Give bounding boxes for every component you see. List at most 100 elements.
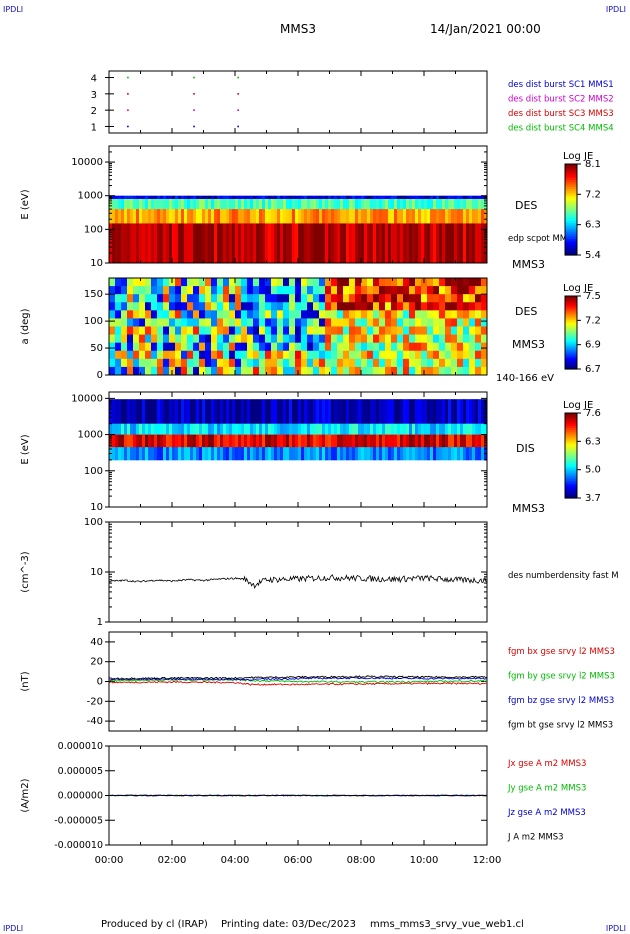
- y-axis-label: E (eV): [20, 434, 31, 464]
- pitch-angle-cell: [427, 358, 434, 368]
- spectrogram-cell: [220, 195, 224, 200]
- spectrogram-cell: [232, 423, 236, 435]
- pitch-angle-cell: [193, 286, 200, 295]
- y-tick-label: 10: [90, 502, 103, 513]
- spectrogram-cell: [364, 399, 368, 425]
- spectrogram-cell: [247, 434, 251, 448]
- pitch-angle-cell: [397, 350, 404, 360]
- spectrogram-cell: [325, 198, 329, 210]
- burst-marker: [237, 76, 239, 79]
- spectrogram-cell: [148, 447, 152, 461]
- pitch-angle-cell: [349, 302, 356, 311]
- spectrogram-cell: [346, 223, 350, 264]
- colorbar-tick-label: 8.1: [585, 159, 601, 170]
- spectrogram-cell: [211, 209, 215, 224]
- pitch-angle-cell: [163, 278, 170, 287]
- pitch-angle-cell: [403, 326, 410, 335]
- spectrogram-cell: [193, 223, 197, 264]
- spectrogram-cell: [139, 423, 143, 435]
- spectrogram-cell: [226, 223, 230, 264]
- pitch-angle-cell: [457, 310, 464, 319]
- pitch-angle-cell: [205, 334, 212, 344]
- spectrogram-cell: [433, 423, 437, 435]
- burst-marker: [193, 125, 195, 128]
- colorbar-segment: [565, 305, 577, 308]
- spectrogram-cell: [229, 423, 233, 435]
- pitch-angle-cell: [127, 350, 134, 360]
- spectrogram-cell: [235, 209, 239, 224]
- pitch-angle-cell: [265, 342, 272, 352]
- spectrogram-cell: [394, 209, 398, 224]
- pitch-angle-cell: [373, 366, 380, 376]
- spectrogram-cell: [409, 198, 413, 210]
- spectrogram-cell: [304, 223, 308, 264]
- pitch-angle-cell: [391, 342, 398, 352]
- spectrogram-cell: [373, 195, 377, 200]
- spectrogram-cell: [466, 423, 470, 435]
- spectrogram-cell: [418, 209, 422, 224]
- spectrogram-cell: [427, 223, 431, 264]
- colorbar-segment: [565, 191, 577, 195]
- pitch-angle-cell: [229, 326, 236, 335]
- pitch-angle-cell: [133, 350, 140, 360]
- spectrogram-cell: [304, 399, 308, 425]
- spectrogram-cell: [247, 423, 251, 435]
- spectrogram-cell: [313, 195, 317, 200]
- spectrogram-cell: [445, 423, 449, 435]
- spectrogram-cell: [220, 399, 224, 425]
- spectrogram-cell: [439, 198, 443, 210]
- spectrogram-cell: [463, 209, 467, 224]
- spectrogram-cell: [112, 447, 116, 461]
- pitch-angle-cell: [403, 294, 410, 303]
- pitch-angle-cell: [475, 334, 482, 344]
- spectrogram-cell: [232, 198, 236, 210]
- spectrogram-cell: [436, 209, 440, 224]
- colorbar-segment: [565, 314, 577, 317]
- spectrogram-cell: [154, 423, 158, 435]
- spectrogram-cell: [169, 399, 173, 425]
- pitch-angle-cell: [475, 278, 482, 287]
- colorbar-segment: [565, 173, 577, 176]
- pitch-angle-cell: [475, 318, 482, 327]
- spectrogram-cell: [298, 399, 302, 425]
- spectrogram-cell: [430, 423, 434, 435]
- pitch-angle-cell: [451, 350, 458, 360]
- spectrogram-cell: [253, 195, 257, 200]
- pitch-angle-cell: [157, 310, 164, 319]
- side-label-instrument: DES: [515, 305, 537, 318]
- pitch-angle-cell: [289, 334, 296, 344]
- spectrogram-cell: [205, 423, 209, 435]
- colorbar-segment: [565, 225, 577, 229]
- pitch-angle-cell: [307, 278, 314, 287]
- pitch-angle-cell: [109, 294, 116, 303]
- spectrogram-cell: [124, 209, 128, 224]
- spectrogram-cell: [181, 209, 185, 224]
- spectrogram-cell: [163, 447, 167, 461]
- spectrogram-cell: [355, 195, 359, 200]
- spectrogram-cell: [415, 198, 419, 210]
- pitch-angle-cell: [289, 310, 296, 319]
- spectrogram-cell: [325, 223, 329, 264]
- pitch-angle-cell: [343, 318, 350, 327]
- spectrogram-cell: [115, 198, 119, 210]
- spectrogram-cell: [247, 198, 251, 210]
- spectrogram-cell: [481, 423, 485, 435]
- pitch-angle-cell: [145, 294, 152, 303]
- pitch-angle-cell: [301, 310, 308, 319]
- colorbar-segment: [565, 350, 577, 354]
- spectrogram-cell: [301, 434, 305, 448]
- spectrogram-cell: [187, 423, 191, 435]
- spectrogram-cell: [211, 399, 215, 425]
- field-component-line: [108, 675, 488, 680]
- y-tick-label: -20: [87, 696, 103, 707]
- pitch-angle-cell: [163, 286, 170, 295]
- pitch-angle-cell: [193, 318, 200, 327]
- spectrogram-cell: [202, 195, 206, 200]
- pitch-angle-cell: [433, 358, 440, 368]
- pitch-angle-cell: [439, 334, 446, 344]
- spectrogram-cell: [325, 423, 329, 435]
- pitch-angle-cell: [181, 334, 188, 344]
- pitch-angle-cell: [157, 334, 164, 344]
- spectrogram-cell: [175, 447, 179, 461]
- pitch-angle-cell: [247, 350, 254, 360]
